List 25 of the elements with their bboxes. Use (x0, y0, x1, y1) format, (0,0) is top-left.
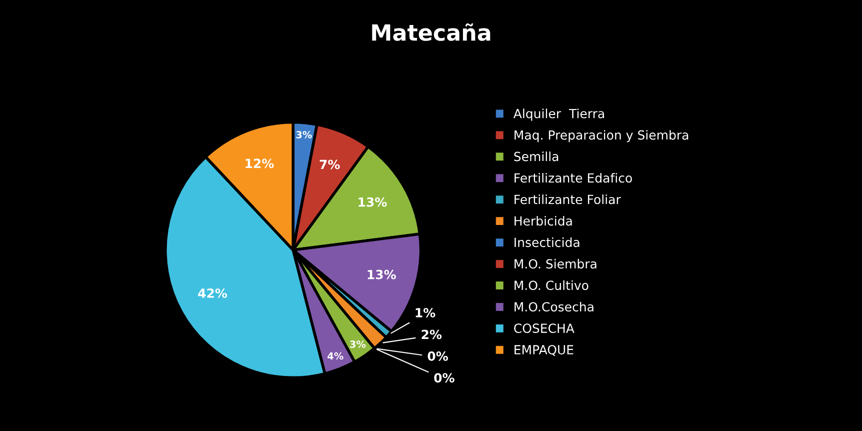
legend-label: M.O. Cultivo (514, 280, 588, 290)
data-label: 13% (368, 270, 396, 280)
legend-label: M.O. Siembra (514, 258, 596, 269)
legend-label: Semilla (514, 152, 558, 162)
legend-label: Maq. Preparacion y Siembra (514, 130, 688, 142)
legend-label: Herbicida (514, 216, 572, 226)
legend-label: M.O.Cosecha (514, 302, 594, 312)
text: 0% (434, 373, 454, 383)
data-label: 4% (328, 352, 344, 360)
legend-label: Alquiler Tierra (513, 108, 604, 121)
legend-label: COSECHA (514, 324, 574, 333)
data-label: 2% (422, 330, 442, 340)
legend-label: Insecticida (514, 237, 580, 248)
data-label: 7% (320, 160, 340, 170)
data-label: 1% (416, 308, 436, 318)
chart-title: Matecaña (372, 23, 490, 41)
data-label: 3% (296, 131, 312, 138)
legend-label: EMPAQUE (514, 345, 574, 356)
data-label: 12% (246, 158, 274, 168)
data-label: 42% (198, 288, 228, 298)
legend-label: Fertilizante Foliar (514, 194, 621, 204)
data-label: 3% (350, 340, 366, 348)
text: 0% (428, 351, 448, 361)
legend-label: Fertilizante Edafico (514, 173, 632, 183)
data-label: 13% (358, 197, 387, 207)
